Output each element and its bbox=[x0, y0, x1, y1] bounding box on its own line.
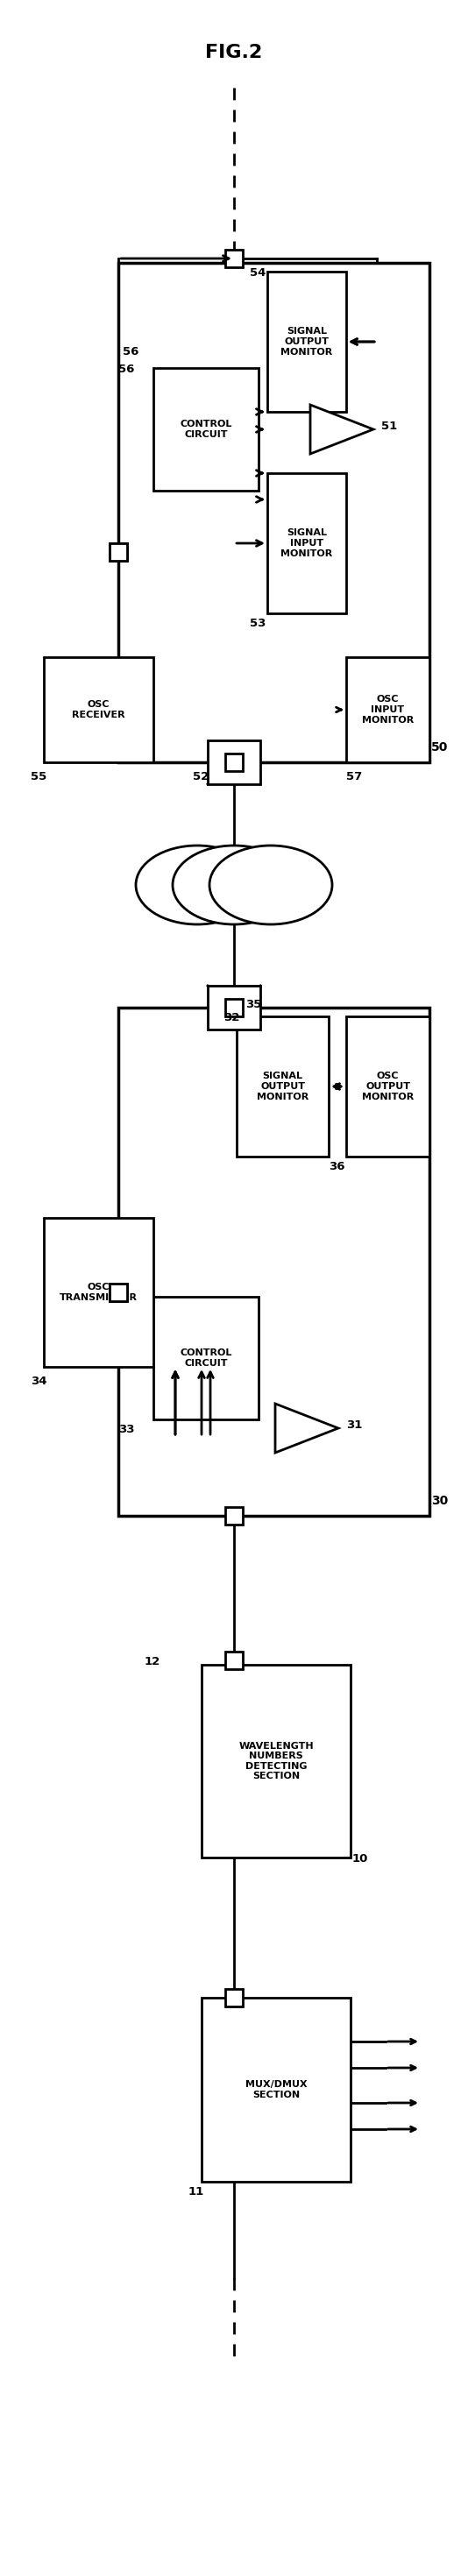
Text: 50: 50 bbox=[431, 742, 448, 755]
Ellipse shape bbox=[136, 845, 258, 925]
Text: SIGNAL
OUTPUT
MONITOR: SIGNAL OUTPUT MONITOR bbox=[281, 327, 333, 355]
Bar bbox=[225, 755, 243, 770]
Bar bbox=[346, 657, 430, 762]
Bar bbox=[110, 1283, 127, 1301]
Bar bbox=[110, 544, 127, 562]
Bar bbox=[202, 1999, 351, 2182]
Bar bbox=[237, 1018, 329, 1157]
Text: 35: 35 bbox=[245, 999, 262, 1010]
Bar bbox=[208, 987, 260, 1030]
Bar bbox=[346, 1018, 430, 1157]
Bar bbox=[202, 1664, 351, 1857]
Text: 55: 55 bbox=[31, 770, 47, 783]
Text: SIGNAL
OUTPUT
MONITOR: SIGNAL OUTPUT MONITOR bbox=[256, 1072, 308, 1100]
Bar bbox=[267, 474, 346, 613]
Text: 51: 51 bbox=[381, 420, 397, 433]
Bar bbox=[44, 1218, 154, 1368]
Text: SIGNAL
INPUT
MONITOR: SIGNAL INPUT MONITOR bbox=[281, 528, 333, 559]
Text: 53: 53 bbox=[250, 618, 266, 629]
Text: 31: 31 bbox=[346, 1419, 362, 1430]
Text: 36: 36 bbox=[329, 1162, 345, 1172]
Text: 52: 52 bbox=[193, 770, 209, 783]
Bar bbox=[154, 1296, 258, 1419]
Text: 56: 56 bbox=[118, 363, 134, 376]
Text: 33: 33 bbox=[118, 1425, 134, 1435]
Text: CONTROL
CIRCUIT: CONTROL CIRCUIT bbox=[180, 1350, 232, 1368]
Text: 32: 32 bbox=[224, 1012, 240, 1023]
Text: 54: 54 bbox=[250, 268, 266, 278]
Bar bbox=[110, 544, 127, 562]
Bar bbox=[154, 368, 258, 489]
Bar bbox=[225, 1989, 243, 2007]
Text: WAVELENGTH
NUMBERS
DETECTING
SECTION: WAVELENGTH NUMBERS DETECTING SECTION bbox=[239, 1741, 314, 1780]
Text: 30: 30 bbox=[431, 1494, 448, 1507]
Text: 10: 10 bbox=[352, 1852, 368, 1865]
Polygon shape bbox=[310, 404, 373, 453]
Bar bbox=[225, 1651, 243, 1669]
Text: OSC
RECEIVER: OSC RECEIVER bbox=[72, 701, 125, 719]
Bar bbox=[225, 1507, 243, 1525]
Text: CONTROL
CIRCUIT: CONTROL CIRCUIT bbox=[180, 420, 232, 438]
Bar bbox=[225, 250, 243, 268]
Bar bbox=[225, 999, 243, 1018]
Text: OSC
OUTPUT
MONITOR: OSC OUTPUT MONITOR bbox=[362, 1072, 414, 1100]
Text: 11: 11 bbox=[189, 2187, 205, 2197]
Text: 56: 56 bbox=[123, 345, 139, 358]
Bar bbox=[118, 263, 430, 762]
Ellipse shape bbox=[210, 845, 332, 925]
Text: 12: 12 bbox=[145, 1656, 161, 1667]
Text: FIG.2: FIG.2 bbox=[205, 44, 263, 62]
Bar bbox=[44, 657, 154, 762]
Bar bbox=[118, 1007, 430, 1515]
Ellipse shape bbox=[173, 845, 295, 925]
Text: OSC
TRANSMITTER: OSC TRANSMITTER bbox=[59, 1283, 138, 1301]
Text: 34: 34 bbox=[31, 1376, 47, 1386]
Text: 57: 57 bbox=[346, 770, 362, 783]
Bar bbox=[110, 1283, 127, 1301]
Bar bbox=[208, 739, 260, 783]
Text: OSC
INPUT
MONITOR: OSC INPUT MONITOR bbox=[362, 696, 414, 724]
Text: MUX/DMUX
SECTION: MUX/DMUX SECTION bbox=[245, 2081, 307, 2099]
Bar bbox=[267, 270, 346, 412]
Polygon shape bbox=[275, 1404, 338, 1453]
